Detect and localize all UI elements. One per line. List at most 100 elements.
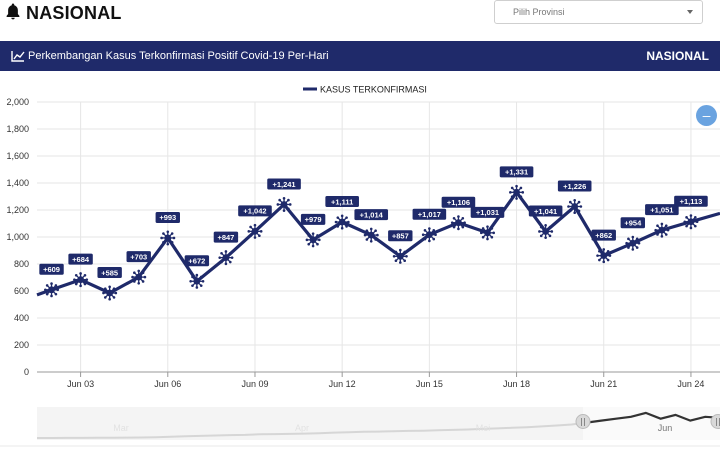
navigator-label: Jun	[658, 423, 673, 433]
marker-spike-tip	[311, 244, 315, 248]
data-label-text: +1,017	[418, 210, 441, 219]
marker-spike-tip	[403, 250, 406, 254]
marker-spike-tip	[596, 254, 599, 257]
marker-spike-tip	[54, 284, 58, 287]
marker-spike-tip	[374, 229, 377, 233]
marker-spike-tip	[602, 248, 606, 251]
y-tick-label: 400	[14, 313, 29, 323]
marker-spike-tip	[461, 217, 465, 220]
marker-spike-tip	[452, 225, 456, 229]
marker-spike-tip	[490, 227, 494, 230]
marker-spike-tip	[112, 287, 116, 290]
data-label-text: +857	[392, 232, 409, 241]
data-label-text: +1,031	[476, 208, 499, 217]
marker-spike-tip	[345, 216, 348, 219]
collapse-button[interactable]: –	[696, 105, 717, 126]
marker-spike-tip	[311, 232, 315, 235]
marker-spike-tip	[224, 262, 228, 266]
marker-spike-tip	[170, 241, 174, 244]
region-label: NASIONAL	[646, 49, 709, 63]
marker-spike-tip	[189, 279, 192, 283]
x-axis: Jun 03 Jun 06 Jun 09 Jun 12 Jun 15 Jun 18 Jun …	[37, 371, 720, 389]
marker-spike-tip	[573, 198, 576, 202]
data-label-box	[267, 178, 301, 190]
marker-spike-tip	[515, 184, 518, 188]
marker-spike-tip	[50, 282, 53, 285]
chart-legend[interactable]: KASUS TERKONFIRMASI	[303, 85, 427, 95]
data-label-box	[620, 217, 646, 229]
page-title-text: NASIONAL	[26, 3, 122, 23]
marker-spike-tip	[228, 260, 232, 264]
x-tick-label: Jun 15	[416, 379, 443, 389]
marker-spike-tip	[112, 296, 116, 299]
marker-spike-tip	[249, 234, 252, 238]
virus-icon	[334, 214, 350, 230]
page-title: NASIONAL	[4, 2, 122, 25]
virus-icon	[683, 214, 699, 230]
marker-spike-tip	[137, 281, 141, 285]
virus-icon	[363, 227, 379, 243]
data-label: +847	[213, 231, 239, 243]
navigator-label: Mar	[113, 423, 129, 433]
marker-spike-tip	[172, 236, 176, 240]
virus-icon	[305, 232, 321, 248]
marker-spike-tip	[307, 242, 311, 246]
marker-spike-tip	[44, 288, 47, 292]
virus-icon	[596, 248, 612, 264]
marker-spike-tip	[365, 238, 369, 241]
marker-spike-tip	[224, 250, 228, 253]
marker-spike-tip	[656, 233, 659, 236]
data-label-box	[499, 166, 534, 178]
marker-spike-tip	[602, 260, 606, 264]
marker-spike-tip	[519, 186, 523, 190]
series-kasus-terkonfirmasi: +609 +684 +585 +703 +993 +672 +847 +1,042 +1,241…	[36, 166, 720, 301]
marker-spike-tip	[573, 211, 576, 214]
data-label-box	[674, 195, 708, 207]
marker-spike-tip	[141, 280, 145, 283]
navigator-handle[interactable]	[710, 414, 720, 429]
data-label: +1,017	[412, 208, 447, 220]
panel-header: Perkembangan Kasus Terkonfirmasi Positif…	[0, 41, 720, 71]
range-navigator[interactable]: Mar Apr Mei Jun	[0, 407, 720, 447]
marker-spike-tip	[515, 197, 518, 200]
marker-spike-tip	[567, 205, 570, 208]
marker-spike-tip	[162, 232, 165, 235]
marker-spike-tip	[510, 195, 514, 198]
marker-spike-tip	[365, 229, 369, 233]
data-label-text: +847	[217, 233, 234, 242]
data-label: +585	[97, 267, 122, 279]
data-label-text: +1,051	[650, 205, 673, 214]
province-select[interactable]: Pilih Provinsi	[494, 0, 703, 24]
navigator-handle[interactable]	[575, 414, 591, 429]
marker-spike-tip	[568, 209, 572, 213]
marker-spike-tip	[143, 275, 147, 279]
marker-spike-tip	[608, 254, 612, 257]
data-label: +1,042	[238, 205, 272, 217]
marker-spike-tip	[486, 237, 489, 241]
marker-spike-tip	[664, 233, 668, 236]
data-label-box	[213, 231, 239, 243]
marker-spike-tip	[199, 275, 203, 279]
data-label-box	[441, 196, 476, 208]
top-bar: NASIONAL Pilih Provinsi	[0, 0, 720, 40]
marker-spike-tip	[137, 269, 141, 273]
y-axis: 0 200 400 600 800 1,000 1,200 1,400 1,600 1,800 2,…	[6, 97, 29, 377]
marker-spike-tip	[345, 225, 348, 228]
virus-icon	[102, 285, 118, 301]
data-label-box	[97, 267, 122, 279]
marker-spike-tip	[199, 284, 203, 287]
virus-icon	[276, 196, 292, 212]
marker-spike-tip	[253, 223, 257, 227]
data-label: +1,241	[267, 178, 301, 190]
data-label-box	[155, 211, 180, 223]
marker-spike-tip	[191, 284, 194, 287]
marker-spike-tip	[432, 229, 436, 232]
marker-spike-tip	[369, 227, 373, 231]
marker-spike-tip	[635, 246, 639, 249]
marker-spike-tip	[656, 224, 659, 228]
x-tick-label: Jun 24	[677, 379, 704, 389]
data-label: +1,051	[645, 204, 679, 216]
x-tick-label: Jun 18	[503, 379, 530, 389]
marker-spike-tip	[249, 225, 252, 229]
chevron-down-icon	[687, 10, 693, 14]
